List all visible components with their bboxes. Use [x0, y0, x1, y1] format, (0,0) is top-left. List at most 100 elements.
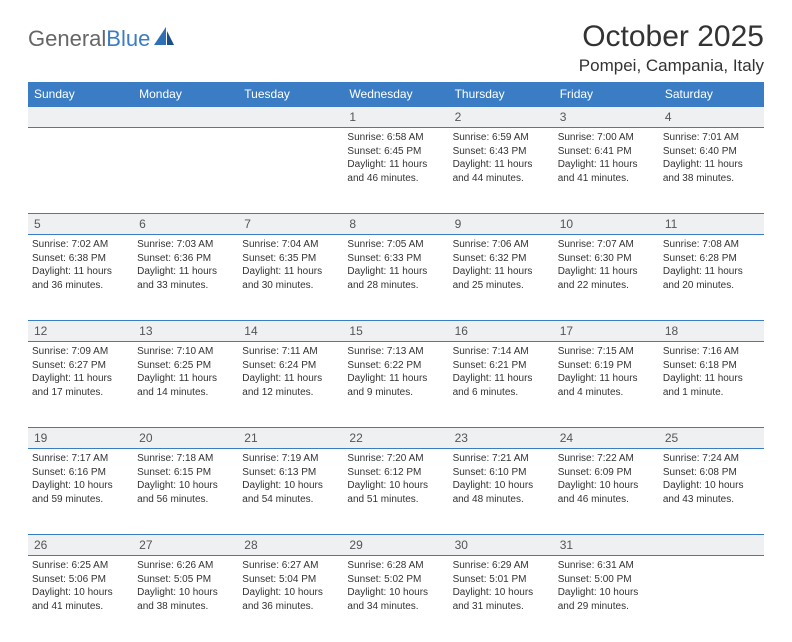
sunset-text: Sunset: 5:04 PM	[242, 573, 339, 587]
day-cell: Sunrise: 7:19 AMSunset: 6:13 PMDaylight:…	[238, 449, 343, 535]
daylight-text: Daylight: 11 hours and 25 minutes.	[453, 265, 550, 292]
daylight-text: Daylight: 11 hours and 4 minutes.	[558, 372, 655, 399]
daylight-text: Daylight: 11 hours and 44 minutes.	[453, 158, 550, 185]
day-number	[238, 107, 343, 128]
sunrise-text: Sunrise: 7:22 AM	[558, 452, 655, 466]
sunrise-text: Sunrise: 6:59 AM	[453, 131, 550, 145]
day-number: 18	[659, 321, 764, 342]
day-cell: Sunrise: 7:01 AMSunset: 6:40 PMDaylight:…	[659, 128, 764, 214]
day-number: 3	[554, 107, 659, 128]
sunset-text: Sunset: 6:13 PM	[242, 466, 339, 480]
day-number: 7	[238, 214, 343, 235]
day-cell: Sunrise: 7:00 AMSunset: 6:41 PMDaylight:…	[554, 128, 659, 214]
day-number: 8	[343, 214, 448, 235]
daylight-text: Daylight: 11 hours and 36 minutes.	[32, 265, 129, 292]
dow-row: Sunday Monday Tuesday Wednesday Thursday…	[28, 82, 764, 107]
daylight-text: Daylight: 10 hours and 59 minutes.	[32, 479, 129, 506]
dow-header: Thursday	[449, 82, 554, 107]
day-number: 26	[28, 535, 133, 556]
sunset-text: Sunset: 6:36 PM	[137, 252, 234, 266]
daylight-text: Daylight: 10 hours and 36 minutes.	[242, 586, 339, 613]
day-cell: Sunrise: 6:26 AMSunset: 5:05 PMDaylight:…	[133, 556, 238, 642]
sunrise-text: Sunrise: 7:00 AM	[558, 131, 655, 145]
daylight-text: Daylight: 11 hours and 12 minutes.	[242, 372, 339, 399]
day-number: 19	[28, 428, 133, 449]
daylight-text: Daylight: 11 hours and 46 minutes.	[347, 158, 444, 185]
sunset-text: Sunset: 6:35 PM	[242, 252, 339, 266]
day-cell: Sunrise: 7:22 AMSunset: 6:09 PMDaylight:…	[554, 449, 659, 535]
day-body: Sunrise: 7:00 AMSunset: 6:41 PMDaylight:…	[558, 128, 655, 185]
daylight-text: Daylight: 11 hours and 28 minutes.	[347, 265, 444, 292]
calendar-table: Sunday Monday Tuesday Wednesday Thursday…	[28, 82, 764, 642]
sunset-text: Sunset: 5:02 PM	[347, 573, 444, 587]
day-body: Sunrise: 7:18 AMSunset: 6:15 PMDaylight:…	[137, 449, 234, 506]
day-cell: Sunrise: 7:08 AMSunset: 6:28 PMDaylight:…	[659, 235, 764, 321]
day-cell: Sunrise: 7:09 AMSunset: 6:27 PMDaylight:…	[28, 342, 133, 428]
day-number: 10	[554, 214, 659, 235]
day-cell: Sunrise: 6:29 AMSunset: 5:01 PMDaylight:…	[449, 556, 554, 642]
sunset-text: Sunset: 6:21 PM	[453, 359, 550, 373]
day-body: Sunrise: 7:24 AMSunset: 6:08 PMDaylight:…	[663, 449, 760, 506]
day-body: Sunrise: 7:10 AMSunset: 6:25 PMDaylight:…	[137, 342, 234, 399]
day-body: Sunrise: 6:28 AMSunset: 5:02 PMDaylight:…	[347, 556, 444, 613]
daynum-row: 12131415161718	[28, 321, 764, 342]
day-body: Sunrise: 7:16 AMSunset: 6:18 PMDaylight:…	[663, 342, 760, 399]
day-number: 1	[343, 107, 448, 128]
sunset-text: Sunset: 6:43 PM	[453, 145, 550, 159]
daylight-text: Daylight: 11 hours and 20 minutes.	[663, 265, 760, 292]
sunrise-text: Sunrise: 7:10 AM	[137, 345, 234, 359]
day-cell	[28, 128, 133, 214]
day-number: 22	[343, 428, 448, 449]
week-row: Sunrise: 7:02 AMSunset: 6:38 PMDaylight:…	[28, 235, 764, 321]
day-cell: Sunrise: 7:16 AMSunset: 6:18 PMDaylight:…	[659, 342, 764, 428]
day-body: Sunrise: 7:08 AMSunset: 6:28 PMDaylight:…	[663, 235, 760, 292]
sunset-text: Sunset: 6:10 PM	[453, 466, 550, 480]
sunset-text: Sunset: 6:16 PM	[32, 466, 129, 480]
dow-header: Sunday	[28, 82, 133, 107]
daylight-text: Daylight: 10 hours and 56 minutes.	[137, 479, 234, 506]
day-cell: Sunrise: 7:15 AMSunset: 6:19 PMDaylight:…	[554, 342, 659, 428]
day-cell: Sunrise: 6:59 AMSunset: 6:43 PMDaylight:…	[449, 128, 554, 214]
day-number: 17	[554, 321, 659, 342]
day-body: Sunrise: 6:59 AMSunset: 6:43 PMDaylight:…	[453, 128, 550, 185]
day-body: Sunrise: 7:01 AMSunset: 6:40 PMDaylight:…	[663, 128, 760, 185]
day-body: Sunrise: 6:25 AMSunset: 5:06 PMDaylight:…	[32, 556, 129, 613]
day-cell: Sunrise: 6:27 AMSunset: 5:04 PMDaylight:…	[238, 556, 343, 642]
day-cell	[659, 556, 764, 642]
sunrise-text: Sunrise: 7:11 AM	[242, 345, 339, 359]
sunset-text: Sunset: 6:25 PM	[137, 359, 234, 373]
sunset-text: Sunset: 6:15 PM	[137, 466, 234, 480]
sunrise-text: Sunrise: 7:02 AM	[32, 238, 129, 252]
day-number: 6	[133, 214, 238, 235]
sunset-text: Sunset: 6:30 PM	[558, 252, 655, 266]
day-body: Sunrise: 6:26 AMSunset: 5:05 PMDaylight:…	[137, 556, 234, 613]
brand-logo: GeneralBlue	[28, 20, 176, 52]
sunset-text: Sunset: 5:05 PM	[137, 573, 234, 587]
sunrise-text: Sunrise: 7:24 AM	[663, 452, 760, 466]
day-cell: Sunrise: 7:04 AMSunset: 6:35 PMDaylight:…	[238, 235, 343, 321]
brand-name: GeneralBlue	[28, 26, 150, 52]
day-cell: Sunrise: 7:18 AMSunset: 6:15 PMDaylight:…	[133, 449, 238, 535]
day-number: 12	[28, 321, 133, 342]
day-number: 20	[133, 428, 238, 449]
sunset-text: Sunset: 6:12 PM	[347, 466, 444, 480]
sunrise-text: Sunrise: 7:07 AM	[558, 238, 655, 252]
sunset-text: Sunset: 6:41 PM	[558, 145, 655, 159]
day-body: Sunrise: 6:27 AMSunset: 5:04 PMDaylight:…	[242, 556, 339, 613]
brand-blue: Blue	[106, 26, 150, 51]
sunrise-text: Sunrise: 6:58 AM	[347, 131, 444, 145]
day-cell: Sunrise: 7:07 AMSunset: 6:30 PMDaylight:…	[554, 235, 659, 321]
daynum-row: 262728293031	[28, 535, 764, 556]
daylight-text: Daylight: 11 hours and 6 minutes.	[453, 372, 550, 399]
daylight-text: Daylight: 10 hours and 51 minutes.	[347, 479, 444, 506]
dow-header: Saturday	[659, 82, 764, 107]
daylight-text: Daylight: 11 hours and 1 minute.	[663, 372, 760, 399]
daynum-row: 1234	[28, 107, 764, 128]
daylight-text: Daylight: 10 hours and 46 minutes.	[558, 479, 655, 506]
sunrise-text: Sunrise: 7:18 AM	[137, 452, 234, 466]
page-title: October 2025	[579, 20, 764, 54]
day-number: 13	[133, 321, 238, 342]
day-number: 14	[238, 321, 343, 342]
sunset-text: Sunset: 5:06 PM	[32, 573, 129, 587]
sunrise-text: Sunrise: 7:17 AM	[32, 452, 129, 466]
